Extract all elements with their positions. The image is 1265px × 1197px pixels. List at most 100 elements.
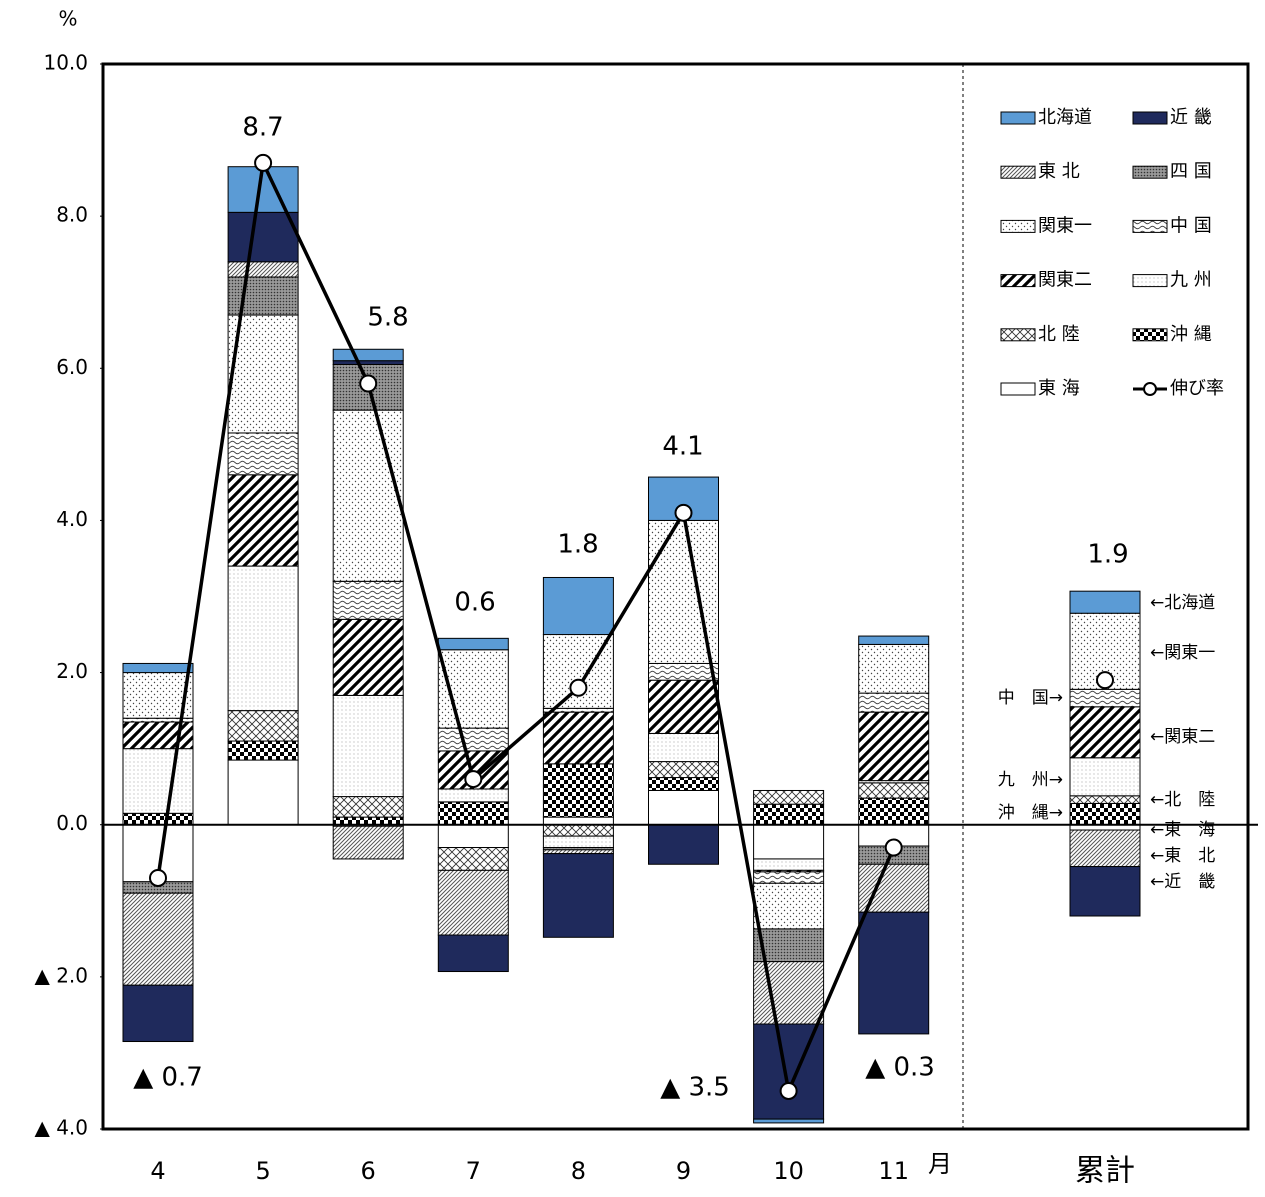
bar-segment	[648, 789, 719, 826]
annotation: ←北海道	[1150, 593, 1215, 613]
bar-segment	[332, 694, 404, 798]
legend-swatch	[1132, 328, 1168, 342]
legend-swatch	[1132, 165, 1168, 179]
bar-segment	[648, 824, 719, 865]
legend-swatch	[1000, 219, 1036, 233]
legend-label: 四 国	[1170, 161, 1212, 182]
growth-marker	[149, 868, 167, 887]
growth-marker	[254, 153, 273, 172]
bar-segment	[753, 871, 825, 884]
bar-segment	[542, 835, 614, 849]
bar-segment	[753, 789, 825, 805]
bar-segment	[437, 869, 509, 936]
bar-segment	[753, 1118, 825, 1124]
bar-segment	[332, 348, 404, 362]
bar-segment	[437, 727, 509, 752]
bar-segment	[858, 635, 930, 645]
data-label: ▲ 0.3	[865, 1053, 935, 1083]
bar-segment	[227, 740, 299, 761]
annotation: ←北 陸	[1150, 790, 1215, 810]
data-label: 4.1	[662, 432, 703, 462]
bar-segment	[753, 858, 825, 871]
bar-segment	[122, 721, 194, 750]
x-tick-label: 4	[150, 1157, 165, 1185]
bar-segment	[1069, 866, 1141, 917]
x-tick-label: 9	[676, 1157, 691, 1185]
bar-segment	[648, 679, 719, 734]
annotation: ←関東二	[1150, 727, 1215, 747]
legend-swatch	[1000, 111, 1036, 125]
bar-segment	[227, 211, 299, 263]
bar-segment	[753, 882, 825, 930]
bar-segment	[1069, 829, 1141, 868]
bar-segment	[332, 796, 404, 818]
data-label: ▲ 0.7	[133, 1063, 203, 1093]
legend-swatch	[1000, 274, 1036, 288]
bar-segment	[858, 797, 930, 826]
bar-segment	[858, 782, 930, 799]
growth-marker	[674, 503, 693, 522]
legend-label: 九 州	[1170, 270, 1212, 291]
x-tick-label: 10	[773, 1157, 804, 1185]
growth-line	[156, 156, 896, 1097]
x-tick-label: 11	[878, 1157, 909, 1185]
bar-segment	[1069, 706, 1141, 759]
bar-segment	[1069, 795, 1141, 804]
legend-swatch	[1000, 382, 1036, 396]
bar-segment	[332, 409, 404, 582]
bar-segment	[122, 812, 194, 826]
data-label: ▲ 3.5	[660, 1073, 730, 1103]
y-tick-label: 4.0	[56, 507, 88, 531]
bar-segment	[437, 847, 509, 871]
bar-segment	[122, 662, 194, 674]
y-tick-label: 6.0	[56, 355, 88, 379]
growth-marker	[884, 838, 903, 857]
bar-segment	[1069, 757, 1141, 797]
annotation: ←東 海	[1150, 820, 1215, 840]
annotation: 沖 縄→	[998, 803, 1063, 823]
legend-swatch	[1132, 111, 1168, 125]
data-label: 1.9	[1087, 540, 1128, 570]
bar-segment	[542, 824, 614, 837]
annotation: 九 州→	[998, 770, 1063, 790]
bar-segment	[437, 637, 509, 651]
legend-label: 伸び率	[1170, 378, 1224, 399]
bar-segment	[122, 748, 194, 814]
legend-label: 沖 縄	[1170, 324, 1212, 345]
bar-segment	[227, 710, 299, 742]
data-label: 5.8	[367, 303, 408, 333]
bar-segment	[648, 761, 719, 779]
y-tick-label: 8.0	[56, 203, 88, 227]
bar-segment	[227, 261, 299, 278]
y-tick-label: ▲ 4.0	[34, 1116, 88, 1140]
growth-marker	[464, 770, 483, 789]
bar-segment	[227, 474, 299, 567]
legend-label: 関東二	[1038, 270, 1092, 291]
bar-segment	[542, 853, 614, 938]
bar-segment	[542, 576, 614, 636]
x-unit: 月	[928, 1150, 952, 1178]
y-tick-label: ▲ 2.0	[34, 963, 88, 987]
legend-swatch	[1132, 219, 1168, 233]
growth-marker	[359, 374, 378, 393]
legend-label: 関東一	[1038, 215, 1092, 236]
bar-segment	[332, 618, 404, 696]
bar-segment	[858, 643, 930, 694]
bar-segment	[542, 816, 614, 826]
bar-segment	[227, 565, 299, 712]
growth-marker	[779, 1081, 798, 1100]
bar-segment	[332, 825, 404, 860]
bar-segment	[122, 984, 194, 1043]
x-tick-label: 7	[466, 1157, 481, 1185]
bar-segment	[332, 580, 404, 620]
bar-segment	[1069, 590, 1141, 614]
bar-segment	[858, 911, 930, 1035]
bar-segment	[437, 824, 509, 849]
legend-swatch	[1000, 328, 1036, 342]
data-label: 1.8	[557, 530, 598, 560]
annotation: 中 国→	[998, 688, 1063, 708]
bar-segment	[648, 777, 719, 791]
growth-marker	[569, 678, 588, 697]
bar-segment	[648, 732, 719, 763]
